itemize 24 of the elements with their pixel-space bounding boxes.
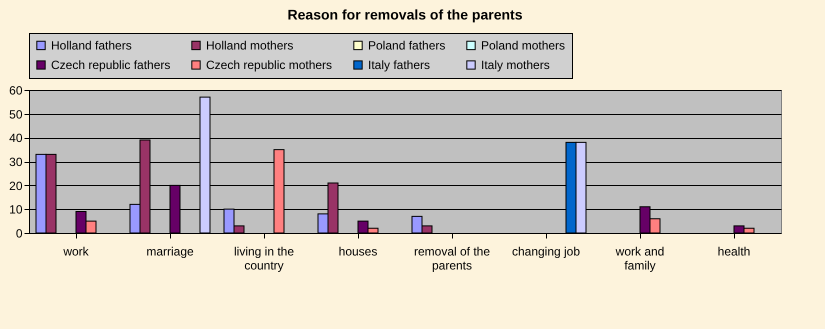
y-tick-label: 40	[9, 131, 23, 146]
legend-label: Italy mothers	[481, 58, 550, 72]
legend-label: Holland fathers	[51, 38, 132, 52]
legend-label: Italy fathers	[368, 58, 430, 72]
x-tick-label: houses	[338, 244, 378, 258]
legend-label: Poland mothers	[481, 38, 566, 52]
x-tick-label: changing job	[512, 244, 580, 258]
y-tick-label: 50	[9, 107, 23, 122]
chart-title: Reason for removals of the parents	[288, 6, 523, 22]
legend-label: Holland mothers	[206, 38, 294, 52]
y-tick-label: 20	[9, 178, 23, 193]
x-tick-label: health	[718, 244, 750, 258]
x-tick-label: work	[62, 244, 90, 258]
x-tick-label: living in the country	[234, 244, 294, 272]
legend-label: Czech republic mothers	[206, 58, 332, 72]
y-tick-label: 30	[9, 155, 23, 169]
x-tick-label: removal of the parents	[414, 244, 490, 272]
x-tick-label: work and family	[614, 244, 664, 272]
legend-label: Poland fathers	[368, 38, 446, 52]
legend-label: Czech republic fathers	[51, 58, 170, 72]
y-tick-label: 0	[16, 226, 23, 240]
x-tick-label: marriage	[146, 244, 194, 258]
y-tick-label: 10	[9, 202, 23, 217]
y-tick-label: 60	[9, 84, 23, 98]
